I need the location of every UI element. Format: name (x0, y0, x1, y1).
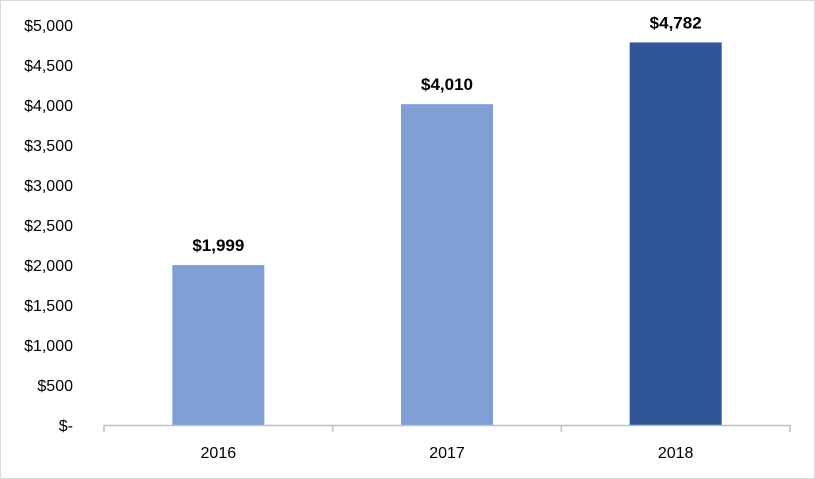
y-axis-ticks: $- $500 $1,000 $1,500 $2,000 $2,500 $3,000 $3,5… (24, 18, 73, 435)
x-tick-label: 2018 (658, 445, 694, 462)
y-tick-label: $4,500 (24, 58, 73, 75)
y-tick-label: $3,000 (24, 178, 73, 195)
y-tick-label: $5,000 (24, 18, 73, 35)
x-axis: 2016 2017 2018 (103, 424, 791, 462)
bar-2018 (629, 42, 722, 425)
data-labels: $1,999 $4,010 $4,782 (192, 13, 701, 255)
data-label: $4,782 (650, 13, 702, 32)
y-tick-label: $- (59, 418, 73, 435)
bar-2017 (401, 104, 493, 425)
y-tick-label: $2,500 (24, 218, 73, 235)
bars (172, 42, 722, 425)
y-tick-label: $4,000 (24, 98, 73, 115)
data-label: $4,010 (421, 75, 473, 94)
bar-2016 (172, 265, 265, 425)
y-tick-label: $2,000 (24, 258, 73, 275)
y-tick-label: $500 (37, 378, 73, 395)
y-tick-label: $3,500 (24, 138, 73, 155)
y-tick-label: $1,500 (24, 298, 73, 315)
x-tick-label: 2016 (201, 445, 237, 462)
y-tick-label: $1,000 (24, 338, 73, 355)
data-label: $1,999 (192, 236, 244, 255)
x-tick-label: 2017 (429, 445, 465, 462)
